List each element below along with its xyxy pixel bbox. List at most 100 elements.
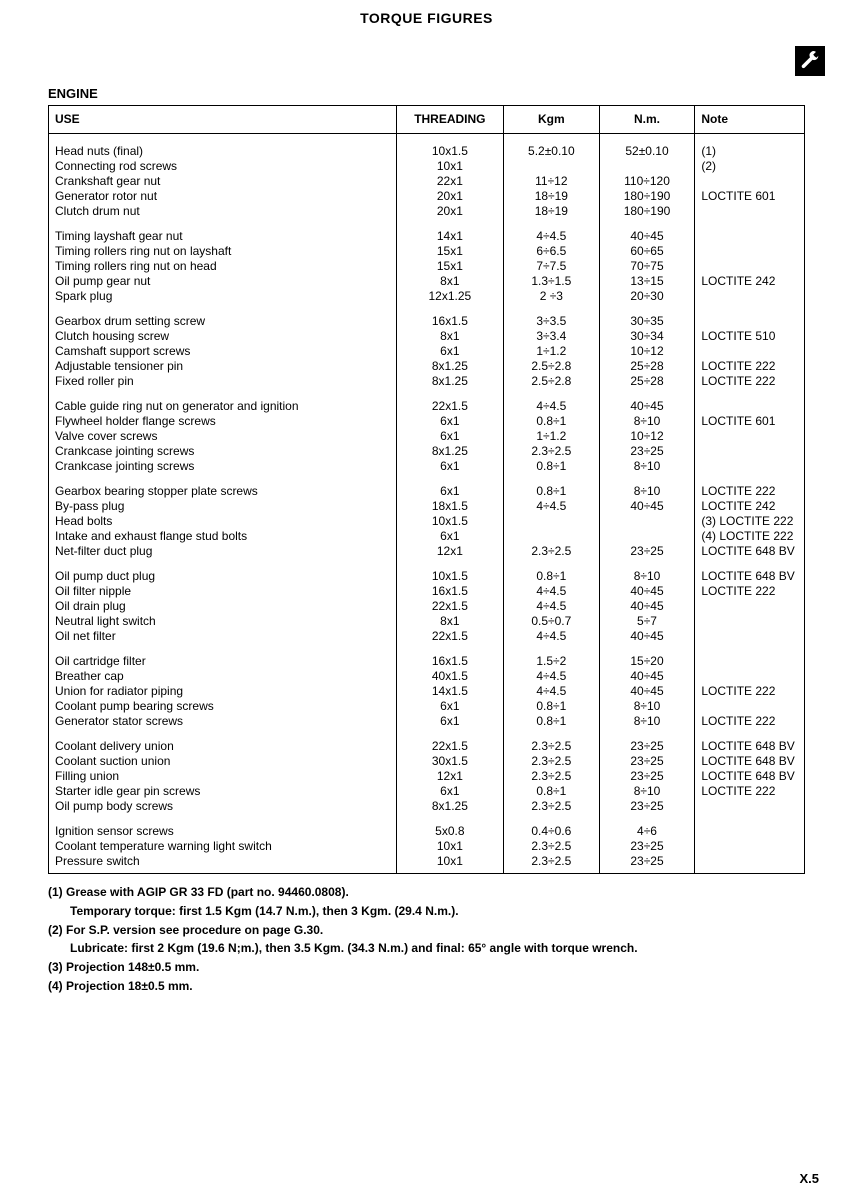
cell-threading: 22x1 — [396, 174, 503, 189]
cell-use: Filling union — [49, 769, 397, 784]
cell-threading: 12x1.25 — [396, 289, 503, 304]
group-gap — [49, 559, 805, 569]
table-row: Timing layshaft gear nut14x14÷4.540÷45 — [49, 229, 805, 244]
cell-nm — [599, 514, 695, 529]
table-row: Generator rotor nut20x118÷19180÷190LOCTI… — [49, 189, 805, 204]
cell-nm — [599, 159, 695, 174]
cell-threading: 6x1 — [396, 529, 503, 544]
cell-nm: 13÷15 — [599, 274, 695, 289]
cell-threading: 16x1.5 — [396, 654, 503, 669]
cell-nm: 8÷10 — [599, 784, 695, 799]
cell-use: Starter idle gear pin screws — [49, 784, 397, 799]
wrench-icon — [795, 46, 825, 76]
cell-note: LOCTITE 222 — [695, 714, 805, 729]
table-row: Crankcase jointing screws8x1.252.3÷2.523… — [49, 444, 805, 459]
cell-threading: 18x1.5 — [396, 499, 503, 514]
cell-use: Coolant suction union — [49, 754, 397, 769]
cell-threading: 15x1 — [396, 244, 503, 259]
table-row: Oil cartridge filter16x1.51.5÷215÷20 — [49, 654, 805, 669]
col-use: USE — [49, 106, 397, 134]
cell-note: LOCTITE 242 — [695, 274, 805, 289]
table-row: Net-filter duct plug12x12.3÷2.523÷25LOCT… — [49, 544, 805, 559]
cell-nm: 70÷75 — [599, 259, 695, 274]
cell-note — [695, 229, 805, 244]
cell-nm: 30÷35 — [599, 314, 695, 329]
cell-nm: 5÷7 — [599, 614, 695, 629]
table-row: Head nuts (final)10x1.55.2±0.1052±0.10(1… — [49, 134, 805, 160]
cell-kgm: 0.8÷1 — [503, 569, 599, 584]
table-row: Coolant delivery union22x1.52.3÷2.523÷25… — [49, 739, 805, 754]
cell-note — [695, 459, 805, 474]
footnote: (1) Grease with AGIP GR 33 FD (part no. … — [48, 884, 805, 901]
cell-note — [695, 799, 805, 814]
cell-use: Oil filter nipple — [49, 584, 397, 599]
cell-use: Head bolts — [49, 514, 397, 529]
cell-note — [695, 824, 805, 839]
cell-nm: 23÷25 — [599, 799, 695, 814]
cell-use: Adjustable tensioner pin — [49, 359, 397, 374]
cell-nm: 8÷10 — [599, 459, 695, 474]
cell-use: Clutch drum nut — [49, 204, 397, 219]
cell-threading: 16x1.5 — [396, 314, 503, 329]
cell-kgm: 18÷19 — [503, 204, 599, 219]
cell-threading: 20x1 — [396, 204, 503, 219]
cell-nm — [599, 529, 695, 544]
table-row: Coolant suction union30x1.52.3÷2.523÷25L… — [49, 754, 805, 769]
cell-use: Generator rotor nut — [49, 189, 397, 204]
cell-nm: 25÷28 — [599, 374, 695, 389]
table-row: Starter idle gear pin screws6x10.8÷18÷10… — [49, 784, 805, 799]
table-row: Connecting rod screws10x1(2) — [49, 159, 805, 174]
cell-nm: 8÷10 — [599, 569, 695, 584]
cell-nm: 25÷28 — [599, 359, 695, 374]
cell-use: Ignition sensor screws — [49, 824, 397, 839]
cell-note — [695, 699, 805, 714]
cell-use: Fixed roller pin — [49, 374, 397, 389]
cell-note — [695, 599, 805, 614]
cell-kgm: 2.5÷2.8 — [503, 374, 599, 389]
cell-use: Crankshaft gear nut — [49, 174, 397, 189]
cell-use: Intake and exhaust flange stud bolts — [49, 529, 397, 544]
cell-use: Coolant pump bearing screws — [49, 699, 397, 714]
table-row: Oil pump body screws8x1.252.3÷2.523÷25 — [49, 799, 805, 814]
table-row: Valve cover screws6x11÷1.210÷12 — [49, 429, 805, 444]
cell-kgm: 7÷7.5 — [503, 259, 599, 274]
cell-note: LOCTITE 222 — [695, 684, 805, 699]
table-row: Pressure switch10x12.3÷2.523÷25 — [49, 854, 805, 874]
group-gap — [49, 219, 805, 229]
cell-threading: 15x1 — [396, 259, 503, 274]
cell-nm: 40÷45 — [599, 584, 695, 599]
col-threading: THREADING — [396, 106, 503, 134]
cell-threading: 22x1.5 — [396, 399, 503, 414]
group-gap — [49, 304, 805, 314]
cell-nm: 8÷10 — [599, 414, 695, 429]
cell-threading: 22x1.5 — [396, 599, 503, 614]
cell-use: By-pass plug — [49, 499, 397, 514]
col-note: Note — [695, 106, 805, 134]
table-row: Cable guide ring nut on generator and ig… — [49, 399, 805, 414]
cell-note — [695, 244, 805, 259]
cell-use: Oil pump body screws — [49, 799, 397, 814]
cell-threading: 8x1 — [396, 329, 503, 344]
cell-kgm: 2.5÷2.8 — [503, 359, 599, 374]
cell-nm: 52±0.10 — [599, 134, 695, 160]
cell-kgm: 4÷4.5 — [503, 684, 599, 699]
cell-use: Gearbox bearing stopper plate screws — [49, 484, 397, 499]
cell-kgm: 1.3÷1.5 — [503, 274, 599, 289]
cell-use: Cable guide ring nut on generator and ig… — [49, 399, 397, 414]
cell-note — [695, 669, 805, 684]
cell-kgm: 0.8÷1 — [503, 484, 599, 499]
cell-threading: 14x1.5 — [396, 684, 503, 699]
cell-kgm: 2.3÷2.5 — [503, 839, 599, 854]
table-row: Filling union12x12.3÷2.523÷25LOCTITE 648… — [49, 769, 805, 784]
cell-threading: 12x1 — [396, 769, 503, 784]
table-row: Crankcase jointing screws6x10.8÷18÷10 — [49, 459, 805, 474]
table-row: Breather cap40x1.54÷4.540÷45 — [49, 669, 805, 684]
cell-kgm: 2.3÷2.5 — [503, 739, 599, 754]
torque-table: USE THREADING Kgm N.m. Note Head nuts (f… — [48, 105, 805, 874]
table-row: By-pass plug18x1.54÷4.540÷45LOCTITE 242 — [49, 499, 805, 514]
cell-note: LOCTITE 222 — [695, 374, 805, 389]
cell-note: LOCTITE 222 — [695, 784, 805, 799]
cell-threading: 12x1 — [396, 544, 503, 559]
cell-kgm — [503, 514, 599, 529]
cell-kgm: 2.3÷2.5 — [503, 444, 599, 459]
